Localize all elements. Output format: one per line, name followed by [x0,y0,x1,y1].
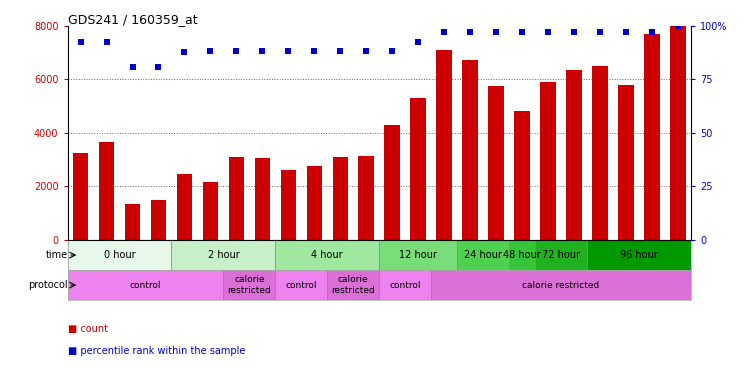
Text: ■ count: ■ count [68,324,107,335]
Point [256,48,268,54]
Bar [431,270,691,300]
Point [412,39,424,45]
Bar [463,60,478,240]
Text: 4 hour: 4 hour [312,250,343,260]
Point [334,48,346,54]
Bar [327,270,379,300]
Point [568,29,580,35]
Point [646,29,658,35]
Bar [670,26,686,240]
Point [620,29,632,35]
Bar [566,70,582,240]
Text: 72 hour: 72 hour [542,250,580,260]
Bar [255,158,270,240]
Bar [125,204,140,240]
Text: 96 hour: 96 hour [620,250,658,260]
Bar [68,240,171,270]
Bar [276,240,379,270]
Bar [358,156,374,240]
Point [179,49,191,55]
Bar [203,182,219,240]
Point [231,48,243,54]
Text: control: control [130,281,161,290]
Text: control: control [285,281,317,290]
Bar [644,34,660,240]
Point [74,39,86,45]
Bar [176,174,192,240]
Bar [587,240,691,270]
Text: calorie restricted: calorie restricted [523,281,600,290]
Bar [276,270,327,300]
Bar [535,240,587,270]
Point [126,64,138,70]
Point [360,48,372,54]
Text: 48 hour: 48 hour [503,250,541,260]
Bar [379,240,457,270]
Point [282,48,294,54]
Bar [593,66,608,240]
Bar [411,98,426,240]
Bar [151,200,166,240]
Text: 2 hour: 2 hour [207,250,240,260]
Bar [333,157,348,240]
Bar [385,125,400,240]
Bar [540,82,556,240]
Text: protocol: protocol [28,280,68,290]
Point [101,39,113,45]
Point [542,29,554,35]
Point [386,48,398,54]
Bar [73,153,89,240]
Text: 12 hour: 12 hour [400,250,437,260]
Point [490,29,502,35]
Bar [514,111,530,240]
Bar [436,50,452,240]
Text: 24 hour: 24 hour [464,250,502,260]
Bar [99,142,114,240]
Bar [618,85,634,240]
Point [594,29,606,35]
Text: control: control [390,281,421,290]
Bar [171,240,276,270]
Bar [224,270,276,300]
Bar [281,171,296,240]
Point [516,29,528,35]
Bar [228,157,244,240]
Text: GDS241 / 160359_at: GDS241 / 160359_at [68,12,198,26]
Point [438,29,450,35]
Bar [457,240,509,270]
Bar [509,240,535,270]
Bar [488,86,504,240]
Point [152,64,164,70]
Point [672,23,684,29]
Text: time: time [46,250,68,260]
Text: calorie
restricted: calorie restricted [331,275,376,295]
Text: 0 hour: 0 hour [104,250,135,260]
Bar [68,270,224,300]
Point [309,48,321,54]
Point [204,48,216,54]
Bar [379,270,431,300]
Point [464,29,476,35]
Text: calorie
restricted: calorie restricted [228,275,271,295]
Bar [306,167,322,240]
Text: ■ percentile rank within the sample: ■ percentile rank within the sample [68,346,245,356]
